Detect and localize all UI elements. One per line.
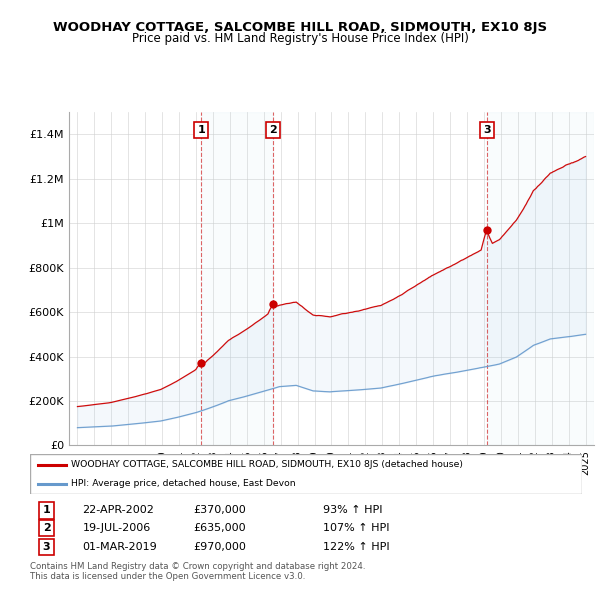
Text: 1: 1 — [43, 506, 50, 515]
Text: 122% ↑ HPI: 122% ↑ HPI — [323, 542, 389, 552]
Text: WOODHAY COTTAGE, SALCOMBE HILL ROAD, SIDMOUTH, EX10 8JS (detached house): WOODHAY COTTAGE, SALCOMBE HILL ROAD, SID… — [71, 460, 463, 470]
Text: 2: 2 — [269, 125, 277, 135]
Text: 1: 1 — [197, 125, 205, 135]
Text: 01-MAR-2019: 01-MAR-2019 — [82, 542, 157, 552]
Text: HPI: Average price, detached house, East Devon: HPI: Average price, detached house, East… — [71, 479, 296, 489]
Text: £970,000: £970,000 — [193, 542, 246, 552]
FancyBboxPatch shape — [30, 454, 582, 494]
Text: 2: 2 — [43, 523, 50, 533]
Text: 19-JUL-2006: 19-JUL-2006 — [82, 523, 151, 533]
Text: 3: 3 — [43, 542, 50, 552]
Text: 93% ↑ HPI: 93% ↑ HPI — [323, 506, 382, 515]
Text: Price paid vs. HM Land Registry's House Price Index (HPI): Price paid vs. HM Land Registry's House … — [131, 32, 469, 45]
Text: £635,000: £635,000 — [193, 523, 245, 533]
Text: This data is licensed under the Open Government Licence v3.0.: This data is licensed under the Open Gov… — [30, 572, 305, 581]
Text: 107% ↑ HPI: 107% ↑ HPI — [323, 523, 389, 533]
Text: 22-APR-2002: 22-APR-2002 — [82, 506, 154, 515]
Text: 3: 3 — [483, 125, 491, 135]
Text: £370,000: £370,000 — [193, 506, 245, 515]
Bar — [201, 112, 273, 445]
Bar — [487, 112, 594, 445]
Text: Contains HM Land Registry data © Crown copyright and database right 2024.: Contains HM Land Registry data © Crown c… — [30, 562, 365, 571]
Text: WOODHAY COTTAGE, SALCOMBE HILL ROAD, SIDMOUTH, EX10 8JS: WOODHAY COTTAGE, SALCOMBE HILL ROAD, SID… — [53, 21, 547, 34]
